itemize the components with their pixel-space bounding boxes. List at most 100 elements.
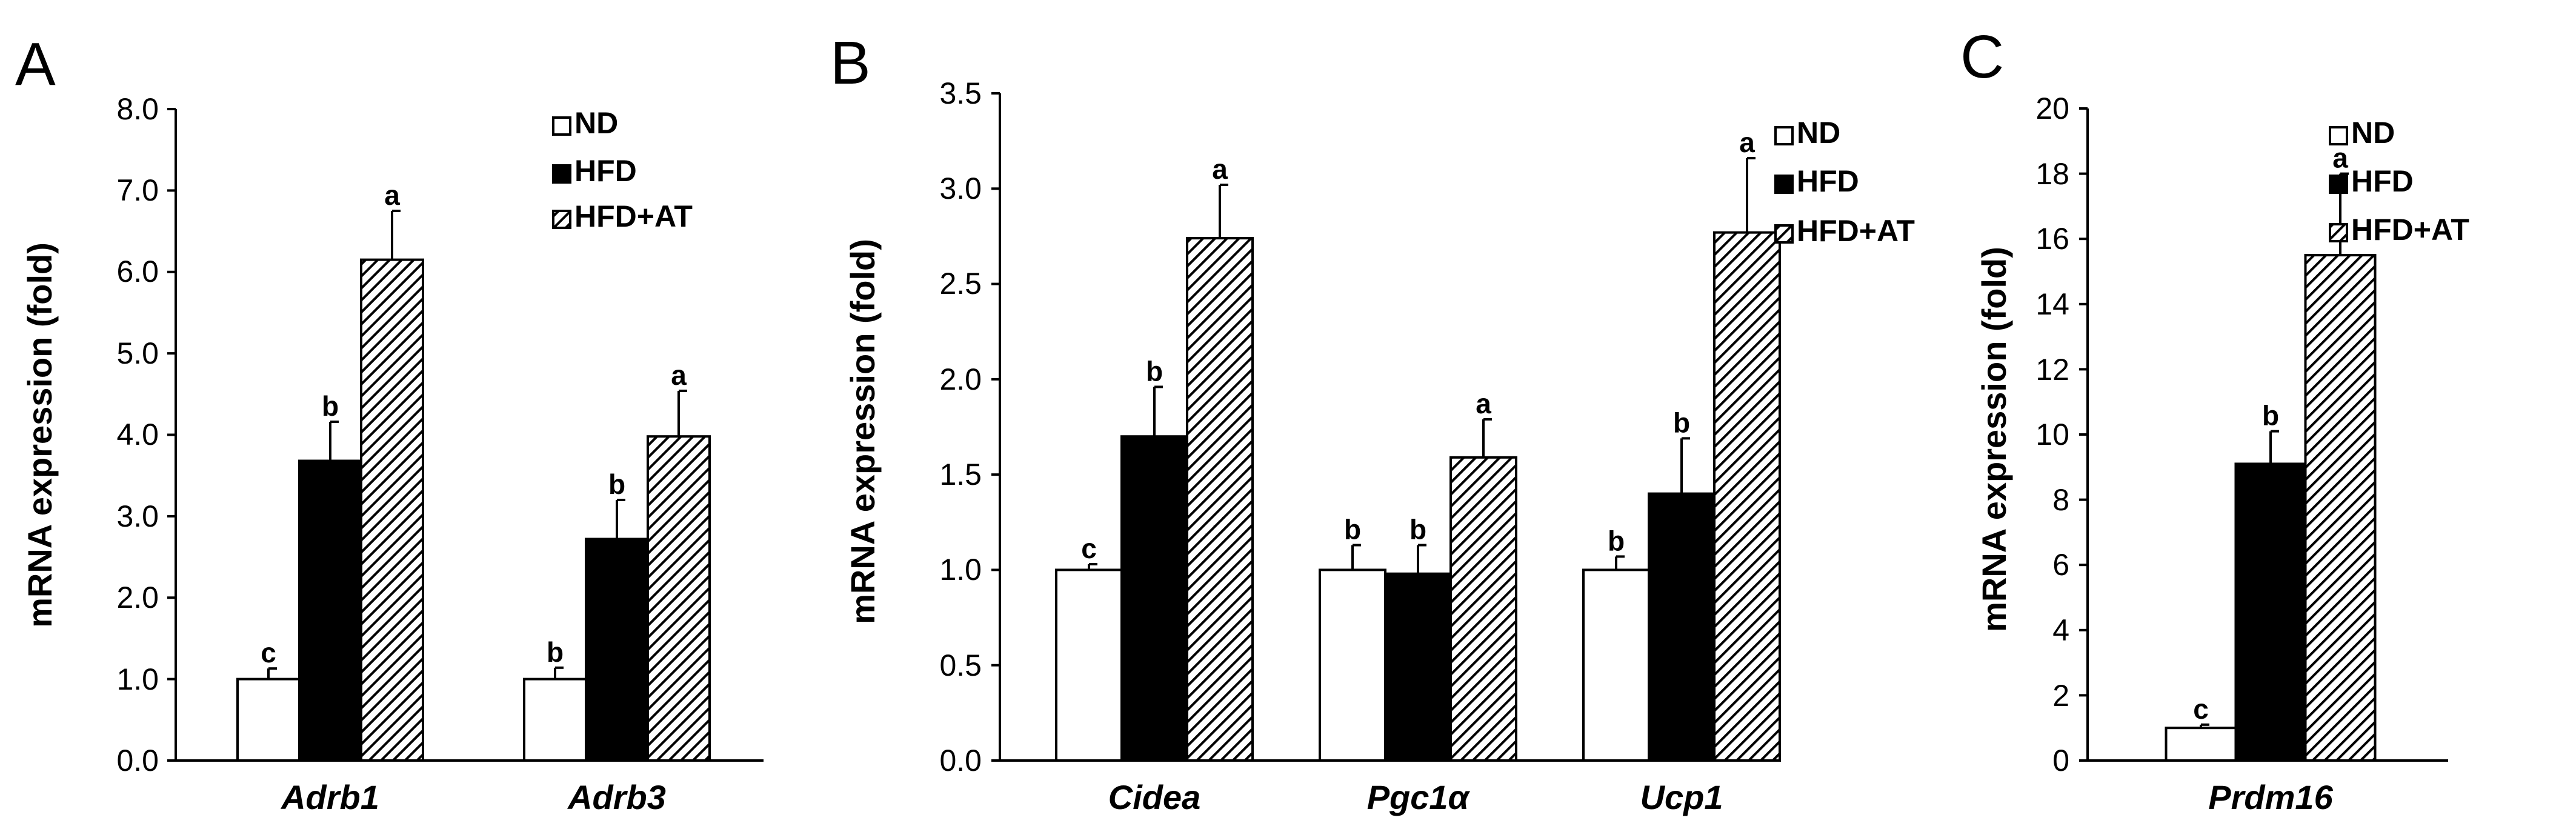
bar-nd — [523, 678, 587, 762]
y-tick-label: 7.0 — [116, 173, 159, 207]
legend-label-hfd-at: HFD+AT — [574, 199, 693, 233]
bar-nd — [1319, 568, 1386, 762]
legend-label-hfd-at: HFD+AT — [1797, 214, 1915, 248]
bar-nd — [2165, 727, 2237, 762]
category-labels: Prdm16 — [2208, 778, 2333, 816]
y-tick-label: 10 — [2035, 418, 2069, 451]
significance-label: c — [2193, 693, 2209, 725]
bar-hfd — [298, 459, 362, 762]
category-labels: Adrb1 Adrb3 — [280, 778, 666, 816]
category-label: Cidea — [1108, 778, 1201, 816]
y-tick-label: 0.0 — [939, 744, 982, 777]
y-tick-label: 6 — [2052, 548, 2069, 582]
significance-label: b — [322, 390, 339, 422]
bar-hfd-at — [1186, 237, 1254, 762]
category-label: Pgc1α — [1367, 778, 1471, 816]
y-tick-label: 2.0 — [939, 362, 982, 396]
y-tick-label: 16 — [2035, 222, 2069, 256]
significance-label: b — [547, 636, 564, 668]
panel-a: A mRNA expression (fold) 0.0 1.0 2.0 3.0… — [15, 30, 764, 816]
panel-letter: A — [15, 30, 56, 98]
panel-c: C mRNA expression (fold) 0 2 4 6 8 10 12… — [1960, 23, 2469, 816]
legend-label-hfd: HFD — [2351, 164, 2414, 198]
bar-hfd-at — [1713, 231, 1781, 762]
bar-hfd — [585, 538, 649, 762]
y-tick-label: 5.0 — [116, 336, 159, 370]
legend-label-nd: ND — [2351, 116, 2395, 150]
bar-hfd — [1384, 572, 1452, 762]
marks: c b a b b a — [167, 108, 764, 762]
legend-swatch-nd — [552, 116, 571, 136]
panel-b: B mRNA expression (fold) 0.0 0.5 1.0 1.5… — [830, 29, 1915, 816]
y-tick-label: 20 — [2035, 92, 2069, 125]
bar-hfd-at — [360, 258, 424, 762]
y-tick-label: 4.0 — [116, 418, 159, 451]
y-axis-label: mRNA expression (fold) — [844, 239, 882, 624]
y-tick-labels: 0.0 0.5 1.0 1.5 2.0 2.5 3.0 3.5 — [939, 76, 982, 777]
category-label: Adrb1 — [280, 778, 379, 816]
y-tick-label: 1.0 — [116, 662, 159, 696]
legend-label-nd: ND — [1797, 116, 1840, 150]
y-tick-label: 3.0 — [939, 171, 982, 205]
y-tick-labels: 0 2 4 6 8 10 12 14 16 18 20 — [2035, 92, 2069, 777]
y-tick-label: 0 — [2052, 744, 2069, 777]
category-label: Prdm16 — [2208, 778, 2333, 816]
legend-swatch-hfd-at — [1774, 224, 1794, 244]
significance-label: a — [1212, 153, 1228, 185]
legend-label-hfd-at: HFD+AT — [2351, 213, 2469, 247]
significance-label: a — [384, 179, 400, 211]
bar-hfd — [1648, 492, 1716, 762]
legend-swatch-nd — [1774, 126, 1794, 145]
y-tick-label: 12 — [2035, 353, 2069, 387]
y-tick-label: 6.0 — [116, 255, 159, 288]
y-axis-label: mRNA expression (fold) — [1975, 247, 2013, 632]
bar-nd — [1582, 568, 1650, 762]
significance-label: b — [2262, 400, 2279, 431]
category-label: Adrb3 — [567, 778, 666, 816]
bar-hfd-at — [2304, 254, 2377, 762]
legend: ND HFD HFD+AT — [552, 106, 693, 233]
y-tick-label: 8 — [2052, 483, 2069, 517]
significance-label: a — [1476, 388, 1491, 419]
significance-label: b — [608, 468, 625, 500]
y-tick-label: 0.5 — [939, 648, 982, 682]
significance-label: c — [261, 637, 276, 668]
legend-swatch-hfd — [1774, 175, 1794, 194]
bar-nd — [236, 678, 301, 762]
y-tick-label: 0.0 — [116, 744, 159, 777]
y-tick-label: 1.5 — [939, 458, 982, 491]
legend-label-nd: ND — [574, 106, 618, 140]
significance-label: b — [1608, 525, 1625, 556]
legend-label-hfd: HFD — [574, 154, 637, 188]
y-axis-label: mRNA expression (fold) — [21, 242, 59, 628]
y-tick-label: 18 — [2035, 157, 2069, 191]
bar-hfd-at — [1449, 456, 1517, 762]
significance-label: c — [1081, 533, 1097, 564]
marks: c b a — [2079, 107, 2448, 762]
panel-letter: B — [830, 29, 871, 97]
y-tick-labels: 0.0 1.0 2.0 3.0 4.0 5.0 6.0 7.0 8.0 — [116, 92, 159, 777]
bar-nd — [1055, 568, 1123, 762]
panel-letter: C — [1960, 23, 2004, 91]
significance-label: b — [1673, 407, 1690, 438]
y-tick-label: 2.0 — [116, 581, 159, 614]
y-tick-label: 14 — [2035, 287, 2069, 321]
y-tick-label: 3.5 — [939, 76, 982, 110]
legend-label-hfd: HFD — [1797, 164, 1859, 198]
marks: c b a b b a b b a — [991, 92, 1781, 762]
significance-label: b — [1409, 514, 1426, 545]
y-tick-label: 8.0 — [116, 92, 159, 126]
category-label: Ucp1 — [1640, 778, 1723, 816]
legend: ND HFD HFD+AT — [2329, 116, 2469, 247]
significance-label: b — [1344, 514, 1361, 545]
bar-hfd-at — [647, 435, 711, 762]
significance-label: b — [1146, 355, 1163, 387]
y-tick-label: 3.0 — [116, 499, 159, 533]
legend-swatch-hfd — [552, 164, 571, 184]
y-tick-label: 1.0 — [939, 553, 982, 587]
category-labels: Cidea Pgc1α Ucp1 — [1108, 778, 1723, 816]
legend-swatch-hfd — [2329, 175, 2348, 194]
significance-label: a — [1739, 127, 1755, 158]
bar-hfd — [2234, 462, 2307, 762]
